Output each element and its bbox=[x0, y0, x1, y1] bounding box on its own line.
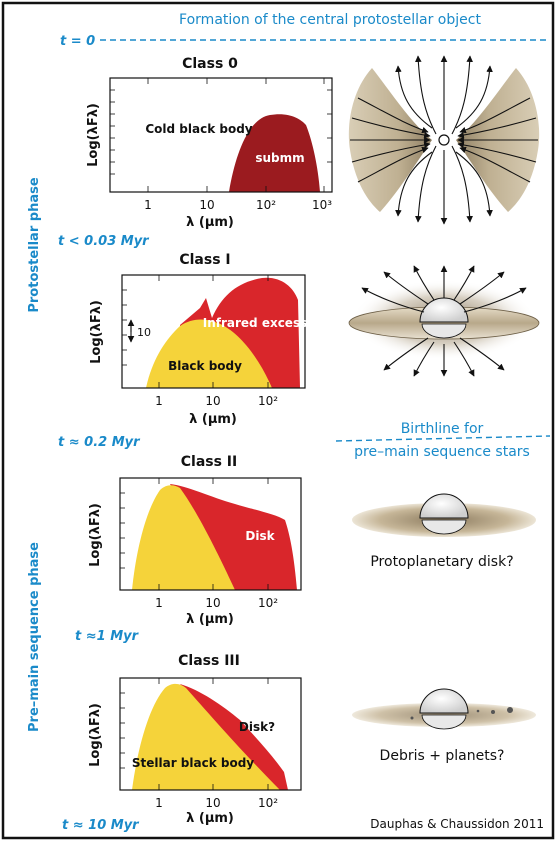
panel-class-I: Class I 10 Infrared excess Black body 1 … bbox=[89, 252, 307, 427]
birthline-label-line2: pre–main sequence stars bbox=[354, 444, 530, 460]
phase-label-protostellar: Protostellar phase bbox=[27, 177, 42, 312]
axis-ticks bbox=[122, 275, 269, 388]
y-axis-label: Log(λFλ) bbox=[86, 103, 101, 167]
stellar-black-body-region bbox=[132, 485, 235, 590]
tick-label: 1 bbox=[155, 796, 163, 810]
time-marker-classIII: t ≈ 10 Myr bbox=[62, 818, 140, 833]
tick-label: 10² bbox=[258, 796, 278, 810]
classIII-debris-disk-illustration: Debris + planets? bbox=[352, 688, 536, 764]
scale-bar-10: 10 bbox=[127, 319, 151, 343]
star-upper-half bbox=[419, 493, 469, 519]
panel-class-II: Class II Disk 1 10 10² λ (μm) Log(λFλ) bbox=[88, 454, 302, 627]
axis-ticks bbox=[120, 678, 269, 790]
x-axis-label: λ (μm) bbox=[186, 811, 234, 826]
panel-title: Class I bbox=[179, 252, 230, 268]
stellar-black-body-region bbox=[132, 683, 280, 790]
class0-envelope-illustration bbox=[348, 55, 540, 225]
panel-title: Class 0 bbox=[182, 56, 238, 72]
label-stellar-black-body: Stellar black body bbox=[132, 756, 254, 770]
tick-label: 10² bbox=[256, 198, 276, 212]
submm-region bbox=[229, 114, 320, 192]
tick-label: 10² bbox=[258, 394, 278, 408]
panel-class-III: Class III Disk? Stellar black body 1 10 … bbox=[88, 653, 302, 826]
tick-label: 1 bbox=[155, 596, 163, 610]
classI-disk-illustration bbox=[348, 265, 540, 377]
star-upper-half bbox=[419, 688, 469, 714]
y-axis-label: Log(λFλ) bbox=[89, 300, 104, 364]
birthline-label-line1: Birthline for bbox=[401, 421, 484, 437]
plot-axes bbox=[121, 274, 306, 389]
disk-excess-region bbox=[180, 684, 288, 790]
birthline-dashed-line bbox=[335, 435, 551, 442]
label-disk-question: Disk? bbox=[239, 720, 275, 734]
label-black-body: Black body bbox=[168, 359, 242, 373]
time-marker-class0: t < 0.03 Myr bbox=[58, 234, 150, 249]
label-submm: submm bbox=[255, 151, 304, 165]
protostar-icon bbox=[438, 134, 450, 146]
tick-label: 10² bbox=[258, 596, 278, 610]
label-cold-black-body: Cold black body bbox=[145, 122, 252, 136]
time-marker-t0: t = 0 bbox=[60, 34, 95, 49]
caption-protoplanetary-disk: Protoplanetary disk? bbox=[370, 554, 513, 570]
tick-label: 10 bbox=[205, 596, 220, 610]
scale-bar-label: 10 bbox=[137, 326, 151, 339]
planet-icon bbox=[491, 710, 495, 714]
plot-axes bbox=[119, 677, 302, 791]
phase-label-pre-main-sequence: Pre–main sequence phase bbox=[27, 542, 42, 732]
infall-arrows bbox=[350, 55, 538, 225]
tick-label: 10³ bbox=[312, 198, 332, 212]
tick-label: 10 bbox=[205, 796, 220, 810]
disk-excess-region bbox=[170, 484, 297, 590]
star-lower-half bbox=[421, 519, 467, 535]
planet-icon bbox=[410, 716, 414, 720]
tick-label: 1 bbox=[155, 394, 163, 408]
planet-icon bbox=[507, 707, 513, 713]
star-lower-half bbox=[421, 323, 467, 339]
classII-protoplanetary-disk-illustration: Protoplanetary disk? bbox=[352, 493, 536, 570]
credit: Dauphas & Chaussidon 2011 bbox=[370, 817, 544, 831]
panel-title: Class II bbox=[181, 454, 237, 470]
label-disk: Disk bbox=[245, 529, 275, 543]
axis-ticks bbox=[110, 78, 332, 192]
outflow-arrows bbox=[361, 265, 527, 377]
time-marker-classI: t ≈ 0.2 Myr bbox=[58, 435, 141, 450]
x-axis-label: λ (μm) bbox=[189, 412, 237, 427]
tick-label: 10 bbox=[199, 198, 214, 212]
time-marker-classII: t ≈1 Myr bbox=[75, 629, 140, 644]
x-axis-label: λ (μm) bbox=[186, 215, 234, 230]
plot-axes bbox=[109, 77, 333, 193]
axis-ticks bbox=[120, 478, 269, 590]
label-infrared-excess: Infrared excess bbox=[203, 316, 307, 330]
y-axis-label: Log(λFλ) bbox=[88, 703, 103, 767]
panel-class-0: Class 0 Cold black body submm 1 10 10² 1… bbox=[86, 56, 333, 230]
panel-title: Class III bbox=[178, 653, 240, 669]
y-axis-label: Log(λFλ) bbox=[88, 503, 103, 567]
x-axis-label: λ (μm) bbox=[186, 612, 234, 627]
birthline: Birthline for pre–main sequence stars bbox=[335, 421, 551, 460]
plot-axes bbox=[119, 477, 302, 591]
black-body-region bbox=[146, 319, 272, 388]
star-lower-half bbox=[421, 714, 467, 730]
header-title: Formation of the central protostellar ob… bbox=[179, 12, 481, 28]
planet-icon bbox=[476, 709, 480, 713]
tick-label: 1 bbox=[144, 198, 152, 212]
caption-debris-planets: Debris + planets? bbox=[380, 748, 505, 764]
tick-label: 10 bbox=[205, 394, 220, 408]
